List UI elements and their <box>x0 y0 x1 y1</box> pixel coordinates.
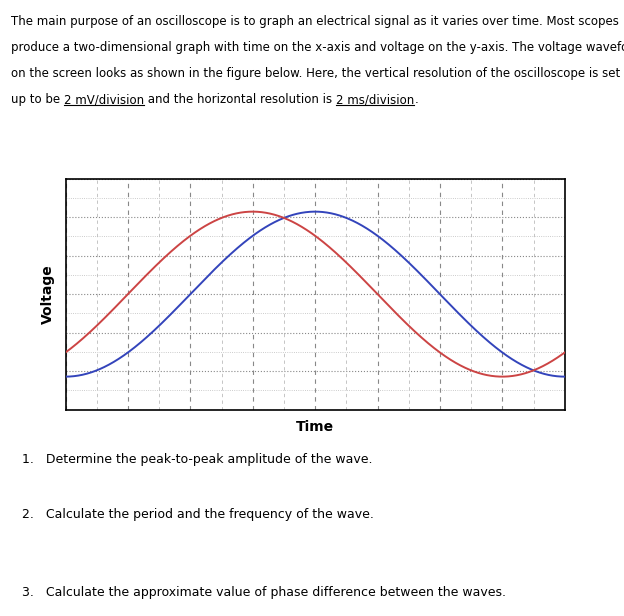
Text: on the screen looks as shown in the figure below. Here, the vertical resolution : on the screen looks as shown in the figu… <box>11 67 620 80</box>
Y-axis label: Voltage: Voltage <box>41 264 55 324</box>
Text: 2 mV/division: 2 mV/division <box>64 93 144 106</box>
Text: and the horizontal resolution is: and the horizontal resolution is <box>144 93 336 106</box>
Text: 2 ms/division: 2 ms/division <box>336 93 414 106</box>
Text: up to be: up to be <box>11 93 64 106</box>
Text: up to be 2 mV/division and the horizontal resolution is 2 ms/division.: up to be 2 mV/division and the horizonta… <box>0 615 1 616</box>
Text: 3.   Calculate the approximate value of phase difference between the waves.: 3. Calculate the approximate value of ph… <box>22 586 506 599</box>
X-axis label: Time: Time <box>296 420 334 434</box>
Text: .: . <box>414 93 418 106</box>
Text: produce a two-dimensional graph with time on the x-axis and voltage on the y-axi: produce a two-dimensional graph with tim… <box>11 41 624 54</box>
Text: 2.   Calculate the period and the frequency of the wave.: 2. Calculate the period and the frequenc… <box>22 508 374 521</box>
Text: The main purpose of an oscilloscope is to graph an electrical signal as it varie: The main purpose of an oscilloscope is t… <box>11 15 619 28</box>
Text: 1.   Determine the peak-to-peak amplitude of the wave.: 1. Determine the peak-to-peak amplitude … <box>22 453 373 466</box>
